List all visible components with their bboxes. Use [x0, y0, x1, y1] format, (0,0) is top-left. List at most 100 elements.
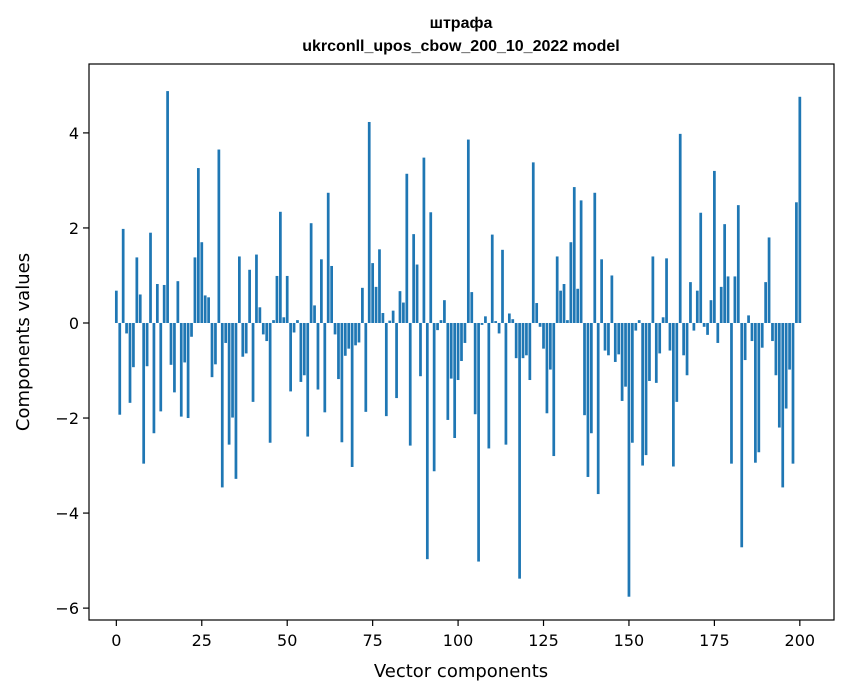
- bar-73: [364, 322, 368, 412]
- bar-171: [699, 212, 703, 323]
- bar-173: [706, 322, 709, 335]
- bar-57: [309, 223, 313, 323]
- bar-67: [343, 322, 347, 356]
- bar-150: [627, 322, 631, 597]
- bar-77: [378, 249, 381, 323]
- bar-21: [186, 322, 190, 419]
- bar-50: [285, 275, 289, 323]
- bar-62: [326, 192, 330, 323]
- bar-97: [446, 322, 450, 420]
- bar-29: [214, 322, 217, 365]
- bar-54: [299, 322, 303, 382]
- bar-113: [501, 249, 504, 323]
- bar-87: [412, 234, 416, 323]
- bar-10: [149, 232, 152, 323]
- bar-49: [282, 317, 286, 323]
- bar-135: [576, 288, 580, 323]
- bar-180: [730, 322, 733, 464]
- bar-78: [381, 313, 385, 323]
- bar-96: [443, 300, 446, 323]
- bar-199: [795, 202, 798, 323]
- bar-192: [771, 322, 774, 342]
- bar-42: [258, 307, 262, 323]
- bar-126: [545, 322, 549, 414]
- bar-105: [473, 322, 477, 415]
- x-tick-label-200: 200: [785, 631, 816, 650]
- bar-72: [361, 287, 364, 323]
- bar-22: [190, 322, 193, 337]
- bar-142: [600, 259, 603, 323]
- bar-95: [439, 320, 443, 323]
- bar-117: [514, 322, 518, 359]
- bar-34: [231, 322, 234, 418]
- bar-145: [610, 275, 614, 323]
- bar-111: [494, 321, 498, 323]
- bar-128: [552, 322, 556, 457]
- bar-14: [162, 284, 166, 323]
- bar-195: [781, 322, 785, 488]
- x-tick-label-125: 125: [528, 631, 559, 650]
- bar-13: [159, 322, 163, 412]
- bar-52: [292, 322, 296, 333]
- bar-163: [672, 322, 675, 467]
- bar-26: [203, 295, 207, 323]
- bar-55: [302, 322, 306, 376]
- bar-7: [138, 294, 142, 323]
- bar-184: [743, 322, 747, 361]
- bar-102: [463, 322, 467, 343]
- bar-116: [511, 319, 515, 323]
- bar-15: [166, 91, 169, 323]
- bar-148: [620, 322, 624, 401]
- bar-82: [395, 322, 398, 399]
- bar-144: [607, 322, 610, 356]
- bar-44: [265, 322, 269, 342]
- bar-125: [542, 322, 545, 349]
- bar-40: [251, 322, 255, 402]
- bar-47: [275, 275, 279, 323]
- chart-title: штрафа: [430, 15, 493, 32]
- x-axis-ticks: 0 25 50 75 100 125 150 175 200: [111, 620, 815, 650]
- x-tick-label-75: 75: [362, 631, 382, 650]
- bar-146: [613, 322, 617, 362]
- x-tick-label-25: 25: [192, 631, 212, 650]
- y-tick-label-0: −6: [55, 599, 79, 618]
- x-tick-label-50: 50: [277, 631, 297, 650]
- bars-group: [114, 91, 802, 597]
- bar-124: [538, 322, 542, 327]
- bar-196: [784, 322, 788, 409]
- bar-45: [268, 322, 272, 443]
- bar-106: [477, 322, 480, 562]
- bar-8: [142, 322, 146, 464]
- bar-60: [320, 259, 323, 323]
- bar-31: [220, 322, 224, 488]
- bar-127: [548, 322, 552, 370]
- bar-23: [193, 257, 197, 323]
- x-tick-label-175: 175: [699, 631, 730, 650]
- chart-subtitle: ukrconll_upos_cbow_200_10_2022 model: [302, 38, 619, 55]
- bar-33: [227, 322, 231, 445]
- bar-181: [733, 276, 737, 323]
- bar-118: [518, 322, 521, 579]
- bar-108: [484, 316, 487, 323]
- bar-20: [183, 322, 187, 363]
- bar-46: [272, 320, 275, 323]
- bar-92: [429, 212, 433, 323]
- bar-30: [217, 149, 221, 323]
- bar-160: [661, 317, 665, 323]
- bar-59: [316, 322, 320, 390]
- bar-122: [531, 162, 535, 323]
- bar-100: [456, 322, 460, 381]
- bar-149: [624, 322, 627, 387]
- bar-130: [559, 290, 562, 323]
- bar-88: [415, 264, 419, 323]
- bar-110: [490, 234, 494, 323]
- x-tick-label-0: 0: [111, 631, 121, 650]
- bar-71: [357, 322, 361, 343]
- bar-153: [637, 320, 641, 323]
- bar-104: [470, 292, 474, 323]
- bar-61: [323, 322, 327, 413]
- bar-177: [719, 286, 723, 323]
- bar-11: [152, 322, 156, 434]
- bar-76: [374, 286, 378, 323]
